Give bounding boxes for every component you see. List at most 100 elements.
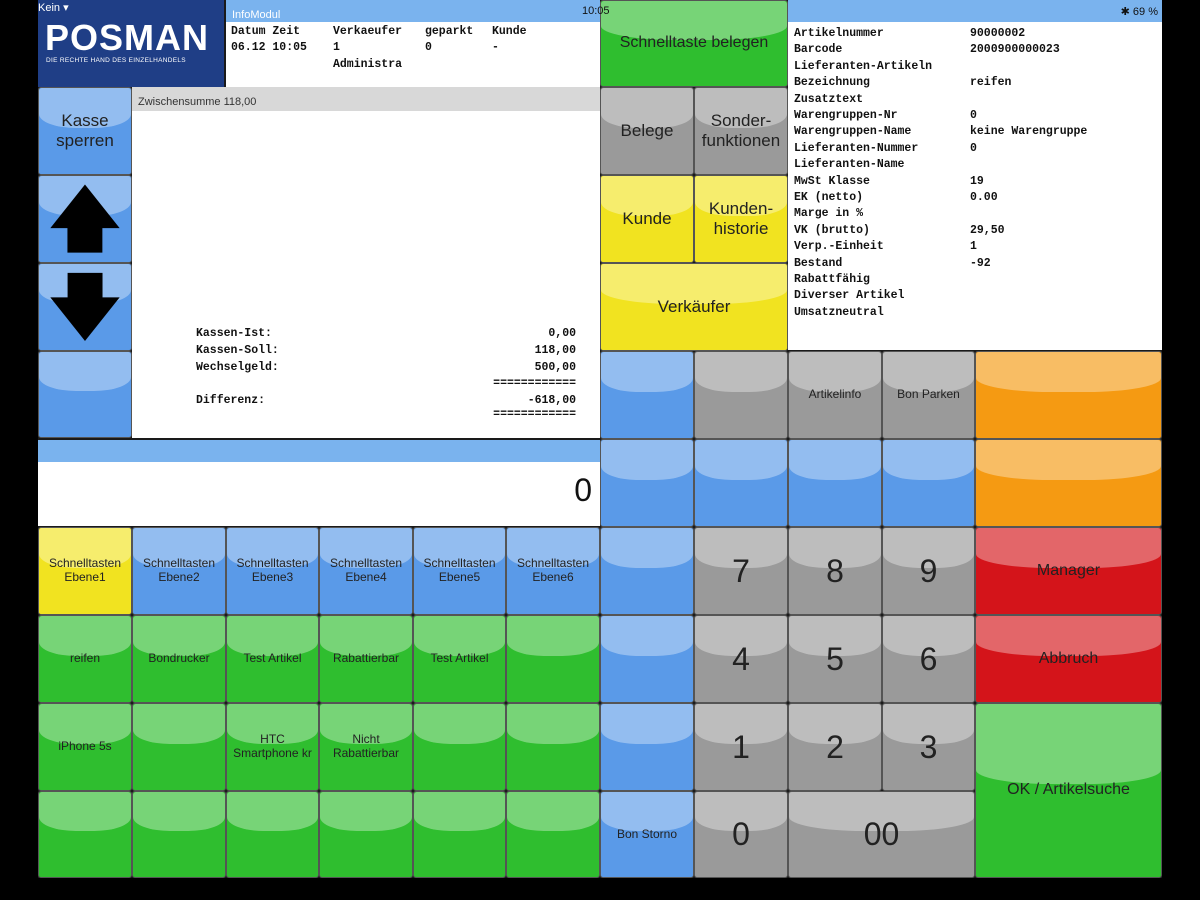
- numpad-6[interactable]: 6: [882, 615, 975, 703]
- article-field-value: 0: [970, 141, 977, 155]
- blank-key[interactable]: [600, 351, 694, 439]
- info-header-date: Datum Zeit: [231, 25, 301, 38]
- quick-key[interactable]: [413, 791, 506, 878]
- receipt-rule-1: ============: [493, 377, 576, 390]
- blank-key[interactable]: [882, 439, 975, 527]
- quick-key[interactable]: reifen: [38, 615, 132, 703]
- article-field-label: Umsatzneutral: [794, 305, 884, 319]
- numpad-4[interactable]: 4: [694, 615, 788, 703]
- article-field-value: 0.00: [970, 191, 998, 204]
- info-value-customer: -: [492, 41, 499, 54]
- quick-key[interactable]: [132, 703, 226, 791]
- numpad-1[interactable]: 1: [694, 703, 788, 791]
- cash-actual-label: Kassen-Ist:: [196, 327, 272, 340]
- article-field-label: Lieferanten-Nummer: [794, 141, 919, 155]
- blank-key[interactable]: [694, 351, 788, 439]
- quick-key[interactable]: Rabattierbar: [319, 615, 413, 703]
- quick-key[interactable]: [413, 703, 506, 791]
- article-field-value: 90000002: [970, 27, 1026, 40]
- quick-key[interactable]: [506, 791, 600, 878]
- scroll-up-button[interactable]: 🡅: [38, 175, 132, 263]
- orange-key[interactable]: [975, 439, 1162, 527]
- article-field-value: keine Warengruppe: [970, 125, 1088, 139]
- article-field-value: 1: [970, 240, 977, 254]
- layer-tab-2[interactable]: Schnelltasten Ebene2: [132, 527, 226, 615]
- carrier-label: Kein ▾: [38, 2, 69, 14]
- blank-key[interactable]: [600, 703, 694, 791]
- quick-key[interactable]: HTC Smartphone kr: [226, 703, 319, 791]
- numpad-00[interactable]: 00: [788, 791, 975, 878]
- quick-key[interactable]: [38, 791, 132, 878]
- numpad-7[interactable]: 7: [694, 527, 788, 615]
- layer-tab-1[interactable]: Schnelltasten Ebene1: [38, 527, 132, 615]
- ok-article-search-button[interactable]: OK / Artikelsuche: [975, 703, 1162, 878]
- layer-tab-5[interactable]: Schnelltasten Ebene5: [413, 527, 506, 615]
- article-field-label: Marge in %: [794, 207, 864, 221]
- blank-key[interactable]: [600, 439, 694, 527]
- arrow-down-icon: 🡇: [49, 267, 121, 346]
- lock-register-button[interactable]: Kasse sperren: [38, 87, 132, 175]
- abort-button[interactable]: Abbruch: [975, 615, 1162, 703]
- receipts-button[interactable]: Belege: [600, 87, 694, 175]
- receipt-panel: Zwischensumme 118,00 Kassen-Ist: 0,00 Ka…: [132, 87, 600, 438]
- article-field-label: Bezeichnung: [794, 76, 870, 90]
- info-header-seller: Verkaeufer: [333, 25, 403, 38]
- article-info-button[interactable]: Artikelinfo: [788, 351, 882, 439]
- cancel-receipt-button[interactable]: Bon Storno: [600, 791, 694, 878]
- info-value-parked: 0: [425, 41, 432, 54]
- park-receipt-button[interactable]: Bon Parken: [882, 351, 975, 439]
- numpad-0[interactable]: 0: [694, 791, 788, 878]
- quick-key[interactable]: [506, 703, 600, 791]
- article-field-value: 19: [970, 174, 984, 188]
- quick-key[interactable]: [132, 791, 226, 878]
- arrow-up-icon: 🡅: [49, 179, 121, 258]
- scroll-down-button[interactable]: 🡇: [38, 263, 132, 351]
- customer-button[interactable]: Kunde: [600, 175, 694, 263]
- manager-button[interactable]: Manager: [975, 527, 1162, 615]
- layer-tab-3[interactable]: Schnelltasten Ebene3: [226, 527, 319, 615]
- input-display[interactable]: 0: [38, 462, 600, 526]
- article-field-value: -92: [970, 256, 991, 270]
- info-value-seller: 1: [333, 41, 340, 54]
- article-field-label: EK (netto): [794, 191, 864, 204]
- article-field-label: Diverser Artikel: [794, 289, 905, 303]
- empty-left-button[interactable]: [38, 351, 132, 438]
- seller-button[interactable]: Verkäufer: [600, 263, 788, 351]
- article-info-panel: Artikelnummer 90000002 Barcode 200090000002…: [788, 0, 1162, 350]
- quick-key[interactable]: Bondrucker: [132, 615, 226, 703]
- article-field-label: Zusatztext: [794, 92, 864, 106]
- difference-label: Differenz:: [196, 394, 266, 407]
- quick-key[interactable]: [319, 791, 413, 878]
- quick-key[interactable]: Nicht Rabattierbar: [319, 703, 413, 791]
- layer-tab-4[interactable]: Schnelltasten Ebene4: [319, 527, 413, 615]
- blank-key[interactable]: [600, 527, 694, 615]
- quick-key[interactable]: iPhone 5s: [38, 703, 132, 791]
- orange-key[interactable]: [975, 351, 1162, 439]
- change-label: Wechselgeld:: [196, 361, 279, 374]
- blank-key[interactable]: [694, 439, 788, 527]
- blank-key[interactable]: [788, 439, 882, 527]
- subtotal-bar: Zwischensumme 118,00: [132, 87, 600, 111]
- pos-screen: Kein ▾ 10:05 ✱ 69 % POSMAN DIE RECHTE HA…: [38, 0, 1162, 878]
- customer-history-button[interactable]: Kunden-historie: [694, 175, 788, 263]
- article-field-value: 29,50: [970, 223, 1005, 237]
- article-field-label: Warengruppen-Nr: [794, 109, 898, 122]
- assign-quick-key-button[interactable]: Schnelltaste belegen: [600, 0, 788, 87]
- blank-key[interactable]: [600, 615, 694, 703]
- article-field-label: Rabattfähig: [794, 273, 870, 286]
- numpad-8[interactable]: 8: [788, 527, 882, 615]
- quick-key[interactable]: Test Artikel: [226, 615, 319, 703]
- quick-key[interactable]: [226, 791, 319, 878]
- change-value: 500,00: [534, 361, 576, 374]
- layer-tab-6[interactable]: Schnelltasten Ebene6: [506, 527, 600, 615]
- info-modul-panel: InfoModul Datum Zeit Verkaeufer geparkt …: [226, 0, 600, 87]
- info-value-seller-name: Administra: [333, 58, 403, 71]
- quick-key[interactable]: [506, 615, 600, 703]
- numpad-5[interactable]: 5: [788, 615, 882, 703]
- numpad-3[interactable]: 3: [882, 703, 975, 791]
- numpad-9[interactable]: 9: [882, 527, 975, 615]
- quick-key[interactable]: Test Artikel: [413, 615, 506, 703]
- numpad-2[interactable]: 2: [788, 703, 882, 791]
- special-functions-button[interactable]: Sonder-funktionen: [694, 87, 788, 175]
- clock: 10:05: [582, 5, 610, 17]
